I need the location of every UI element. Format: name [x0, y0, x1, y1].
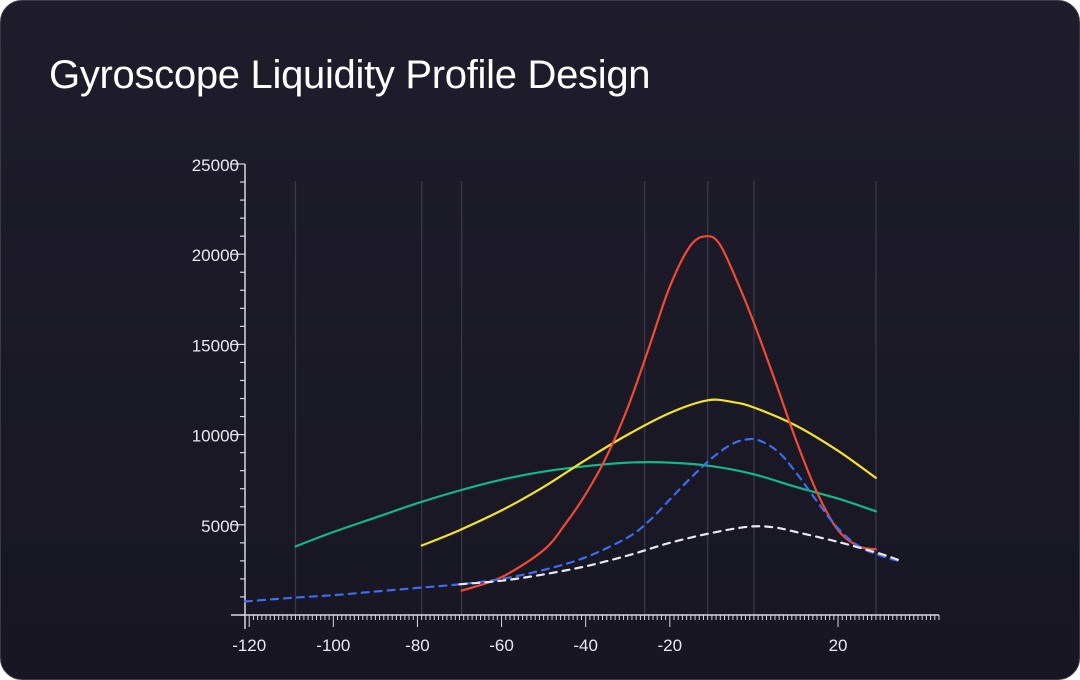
y-tick-label: 25000 — [192, 156, 239, 175]
chart-title: Gyroscope Liquidity Profile Design — [49, 53, 651, 97]
x-tick-label: -40 — [573, 636, 598, 655]
y-tick-label: 15000 — [192, 336, 239, 355]
x-tick-label: -120 — [232, 636, 266, 655]
x-tick-label: -100 — [316, 636, 350, 655]
series-line-3 — [460, 235, 877, 592]
x-tick-label: 20 — [829, 636, 848, 655]
x-tick-label: -60 — [489, 636, 514, 655]
series-line-2 — [420, 398, 877, 547]
y-tick-label: 10000 — [192, 427, 239, 446]
y-tick-label: 20000 — [192, 246, 239, 265]
series-line-4 — [243, 437, 903, 603]
series-line-1 — [294, 461, 877, 548]
x-tick-label: -20 — [658, 636, 683, 655]
y-tick-label: 5000 — [201, 517, 239, 536]
series-line-5 — [458, 525, 903, 586]
x-tick-label: -80 — [405, 636, 430, 655]
